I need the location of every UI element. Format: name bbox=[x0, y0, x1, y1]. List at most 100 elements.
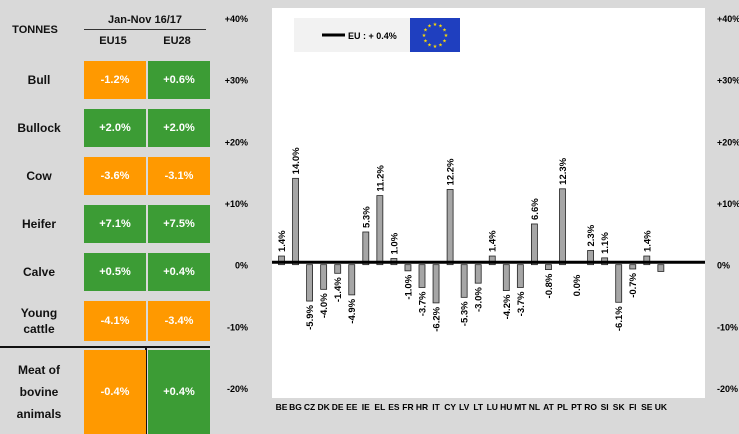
data-label: -5.3% bbox=[460, 301, 471, 326]
bar-cz bbox=[306, 264, 313, 302]
x-tick-label: MT bbox=[514, 402, 527, 412]
y-axis-left: +40% +30% +20% +10% 0% -10% -20% bbox=[225, 14, 248, 394]
bar-sk bbox=[615, 264, 623, 303]
x-tick-label: PL bbox=[557, 402, 568, 412]
period-underline bbox=[84, 29, 206, 30]
data-label: 0.0% bbox=[572, 274, 583, 296]
cell-eu28: +7.5% bbox=[148, 205, 210, 243]
data-label: 1.4% bbox=[277, 230, 288, 252]
bar-de bbox=[334, 264, 342, 274]
cell-eu15: -1.2% bbox=[84, 61, 146, 99]
data-label: -6.1% bbox=[614, 306, 625, 331]
flag-star: ★ bbox=[438, 43, 443, 49]
data-label: 1.1% bbox=[600, 232, 611, 254]
data-label: 11.2% bbox=[375, 165, 386, 192]
data-label: 12.3% bbox=[558, 157, 569, 184]
flag-star: ★ bbox=[444, 33, 449, 39]
x-tick-label: CZ bbox=[304, 402, 315, 412]
bar-hr bbox=[418, 264, 426, 288]
flag-star: ★ bbox=[433, 22, 438, 28]
bar-lt bbox=[474, 264, 482, 284]
data-label: -3.7% bbox=[516, 291, 527, 316]
bar-mt bbox=[516, 264, 524, 288]
bar-it bbox=[432, 264, 440, 304]
bar-cy bbox=[446, 189, 454, 266]
x-tick-label: BE bbox=[276, 402, 288, 412]
y-tick-label: -20% bbox=[227, 384, 248, 394]
summary-table: TONNES Jan-Nov 16/17 EU15 EU28 Bull -1.2%… bbox=[0, 0, 210, 434]
y-tick-label-right: -10% bbox=[717, 322, 738, 332]
y-tick-label: +10% bbox=[225, 199, 248, 209]
data-label: -5.9% bbox=[305, 305, 316, 330]
x-tick-label: NL bbox=[529, 402, 540, 412]
x-tick-label: SK bbox=[613, 402, 626, 412]
y-tick-label-right: +10% bbox=[717, 199, 739, 209]
bar-pl bbox=[559, 188, 566, 266]
cell-eu28: +0.4% bbox=[148, 253, 210, 291]
bar-uk bbox=[657, 264, 665, 272]
bar-se bbox=[643, 255, 651, 266]
bars: 1.4% 14.0% -5.9% -4.0%-1.4%-4.9% 5.3% 11.2% 1.… bbox=[272, 147, 705, 332]
data-label: 14.0% bbox=[291, 147, 302, 174]
x-axis-labels: BE BG CZ DK DE EE IE EL ES FR HR IT CY LV LT LU HU MT NL AT… bbox=[276, 402, 668, 412]
y-tick-label: +30% bbox=[225, 76, 248, 86]
legend: EU : + 0.4% bbox=[294, 18, 410, 52]
country-bar-chart: +40%+30%+20%+10%0%-10%-20% +40%+30%+20%+… bbox=[225, 8, 739, 412]
period-label: Jan-Nov 16/17 bbox=[108, 14, 182, 26]
y-tick-label-right: +40% bbox=[717, 14, 739, 24]
y-tick-label-right: +20% bbox=[717, 137, 739, 147]
x-tick-label: FI bbox=[629, 402, 637, 412]
y-tick-label-right: 0% bbox=[717, 261, 730, 271]
row-label: Young cattle bbox=[20, 306, 58, 336]
data-label: -4.9% bbox=[347, 298, 358, 323]
x-tick-label: ES bbox=[388, 402, 400, 412]
bar-nl bbox=[530, 223, 538, 266]
y-tick-label-right: -20% bbox=[717, 384, 738, 394]
x-tick-label: HR bbox=[416, 402, 428, 412]
data-label: -0.7% bbox=[628, 272, 639, 297]
column-header-eu28: EU28 bbox=[163, 35, 191, 47]
table-divider bbox=[0, 346, 210, 348]
y-axis-right: +40% +30% +20% +10% 0% -10% -20% bbox=[717, 14, 739, 394]
x-tick-label: LV bbox=[459, 402, 470, 412]
bar-ee bbox=[348, 264, 356, 296]
flag-star: ★ bbox=[433, 44, 438, 50]
x-tick-label: SI bbox=[601, 402, 609, 412]
data-label: -1.4% bbox=[333, 277, 344, 302]
bar-at bbox=[545, 264, 552, 270]
table-column-divider bbox=[145, 346, 147, 434]
data-label: -3.0% bbox=[474, 287, 485, 312]
cell-eu28: -3.4% bbox=[148, 301, 210, 341]
flag-star: ★ bbox=[423, 39, 428, 45]
cell-eu28: +0.6% bbox=[148, 61, 210, 99]
cell-eu28: +2.0% bbox=[148, 109, 210, 147]
flag-star: ★ bbox=[423, 28, 428, 34]
x-tick-label: LU bbox=[487, 402, 498, 412]
cell-eu15: -4.1% bbox=[84, 301, 146, 341]
cell-eu15: +7.1% bbox=[84, 205, 146, 243]
data-label: -4.2% bbox=[502, 294, 513, 319]
y-tick-label-right: +30% bbox=[717, 76, 739, 86]
data-label: -3.7% bbox=[418, 291, 429, 316]
cell-eu15: -3.6% bbox=[84, 157, 146, 195]
x-tick-label: FR bbox=[402, 402, 413, 412]
eu-flag-icon: ★ ★★★★★★★★★★★ bbox=[410, 18, 460, 52]
plot-area bbox=[272, 8, 705, 398]
x-tick-label: DE bbox=[332, 402, 344, 412]
data-label: -0.8% bbox=[544, 273, 555, 298]
x-tick-label: LT bbox=[473, 402, 484, 412]
cell-eu15: +2.0% bbox=[84, 109, 146, 147]
bar-be bbox=[278, 255, 285, 266]
x-tick-label: RO bbox=[584, 402, 597, 412]
data-label: 6.6% bbox=[530, 198, 541, 220]
data-label: 1.4% bbox=[642, 230, 653, 252]
row-label: Bull bbox=[27, 73, 51, 87]
data-label: 5.3% bbox=[361, 206, 372, 228]
y-tick-label: +40% bbox=[225, 14, 248, 24]
y-tick-label: +20% bbox=[225, 137, 248, 147]
row-label: Meat of bovine animals bbox=[16, 363, 62, 421]
x-tick-label: AT bbox=[543, 402, 555, 412]
x-tick-label: HU bbox=[500, 402, 512, 412]
bar-hu bbox=[502, 264, 510, 291]
row-label: Heifer bbox=[21, 217, 56, 231]
